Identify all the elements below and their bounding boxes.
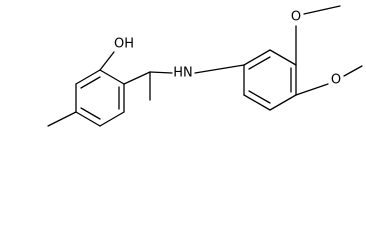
bond	[75, 69, 101, 85]
molecule: OH HN O O	[47, 5, 363, 127]
bond	[149, 71, 173, 74]
atom-label: O	[331, 73, 341, 88]
bond	[295, 83, 329, 96]
bond	[99, 69, 125, 85]
atom-label: O	[291, 10, 301, 25]
bond	[99, 111, 125, 127]
double-bond	[248, 56, 271, 70]
bonds	[47, 5, 363, 127]
double-bond	[80, 107, 101, 120]
bond	[343, 65, 363, 77]
bond	[75, 111, 101, 127]
page: {"nodes": [{"label": "OH"}, {"label": "H…	[47, 5, 363, 127]
double-bond	[248, 90, 271, 104]
bond	[243, 49, 271, 66]
atom-label: HN	[173, 66, 193, 81]
bond	[303, 5, 341, 15]
double-bond	[80, 76, 101, 89]
bond	[123, 71, 151, 85]
bond	[269, 49, 297, 66]
bond	[243, 94, 271, 111]
atom-label: OH	[114, 37, 134, 52]
bond	[99, 51, 115, 71]
bond	[194, 64, 245, 74]
bond	[269, 94, 297, 111]
bond	[47, 111, 77, 127]
